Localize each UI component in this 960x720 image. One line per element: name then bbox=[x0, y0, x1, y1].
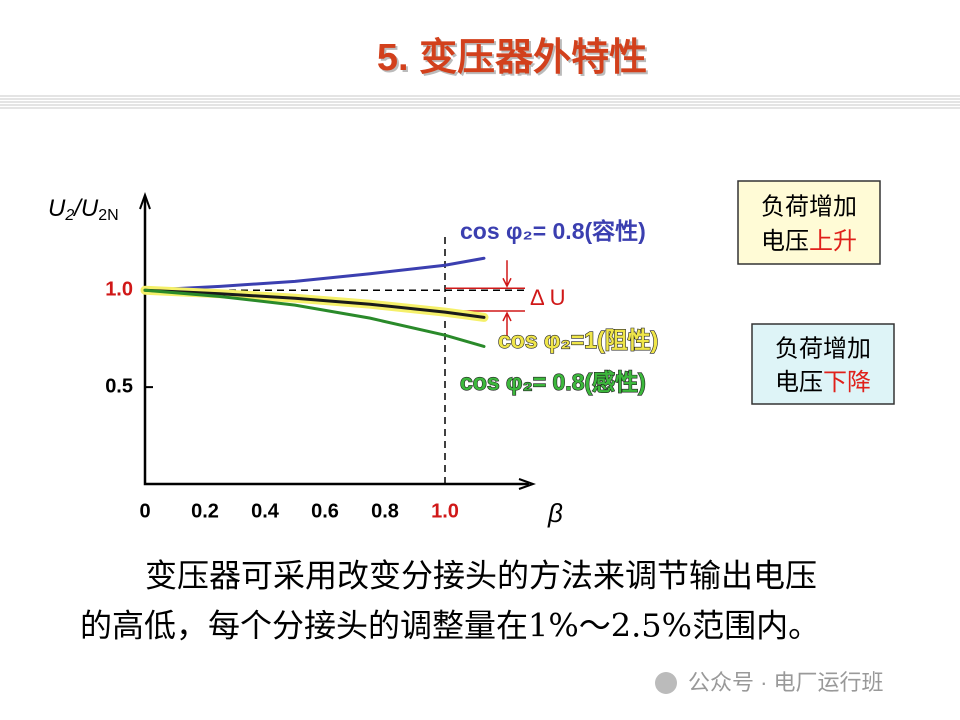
series-line bbox=[143, 256, 486, 292]
note-line: 负荷增加 bbox=[775, 335, 871, 363]
y-axis-label: U2/U2N bbox=[48, 195, 119, 224]
body-text: 的高低，每个分接头的调整量在1%～2.5%范围内。 bbox=[80, 607, 820, 645]
x-tick-label: 0 bbox=[139, 500, 150, 522]
series-line bbox=[143, 288, 486, 348]
axis-arrow bbox=[139, 192, 151, 210]
note-line: 电压上升 bbox=[761, 227, 857, 255]
x-axis-label: β bbox=[547, 498, 563, 528]
note-box: 负荷增加 电压下降 bbox=[751, 323, 895, 405]
title-shadow: 5. 变压器外特性 bbox=[379, 39, 649, 81]
x-tick-label: 0.4 bbox=[251, 500, 280, 522]
axis-arrow bbox=[518, 478, 536, 490]
series-label: cos φ₂= 0.8(感性) bbox=[460, 369, 646, 395]
note-line: 负荷增加 bbox=[761, 193, 857, 221]
annotation-arrow bbox=[502, 311, 512, 336]
note-line: 电压下降 bbox=[775, 368, 871, 396]
body-text: 变压器可采用改变分接头的方法来调节输出电压 bbox=[145, 557, 817, 595]
x-tick-label: 0.6 bbox=[311, 500, 339, 522]
x-tick-label: 1.0 bbox=[431, 500, 459, 522]
x-tick-label: 0.8 bbox=[371, 500, 399, 522]
y-tick-label: 1.0 bbox=[105, 279, 133, 301]
title: 5. 变压器外特性 bbox=[377, 37, 647, 79]
series-label: cos φ₂= 0.8(容性) bbox=[460, 218, 646, 244]
annotation: Δ U bbox=[530, 285, 565, 310]
wechat-icon bbox=[655, 672, 677, 694]
series-label: cos φ₂=1(阻性) bbox=[498, 327, 658, 353]
y-tick-label: 0.5 bbox=[105, 375, 133, 397]
header-stripes bbox=[0, 95, 960, 109]
series-line bbox=[143, 288, 486, 319]
annotation-arrow bbox=[502, 260, 512, 288]
x-tick-label: 0.2 bbox=[191, 500, 219, 522]
watermark: 公众号 · 电厂运行班 bbox=[688, 670, 884, 695]
note-box: 负荷增加 电压上升 bbox=[737, 180, 881, 265]
